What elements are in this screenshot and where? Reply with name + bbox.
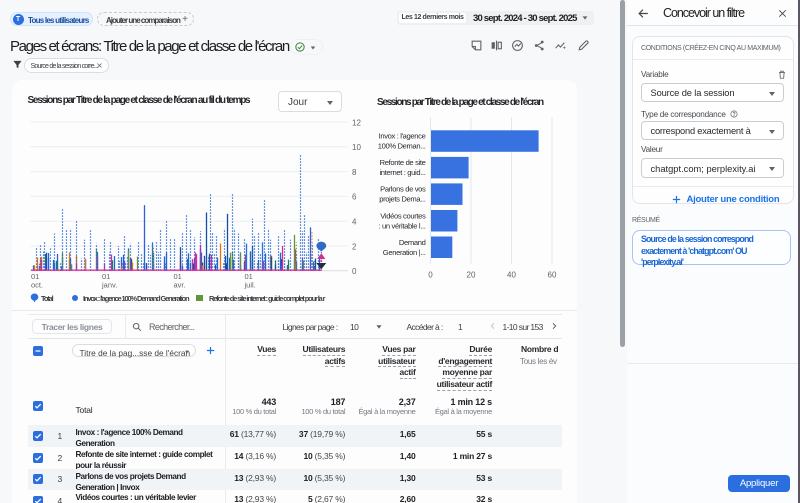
svg-text:12: 12	[352, 118, 361, 127]
svg-text:internet : guid...: internet : guid...	[379, 168, 425, 177]
svg-text:60: 60	[548, 271, 557, 280]
svg-text:10: 10	[352, 143, 361, 152]
svg-text:0: 0	[428, 271, 433, 280]
svg-text:Vidéos courtes: Vidéos courtes	[380, 211, 426, 220]
svg-text:100% Deman...: 100% Deman...	[378, 142, 426, 151]
svg-text:Parlons de vos: Parlons de vos	[380, 185, 426, 194]
svg-text:40: 40	[507, 271, 516, 280]
svg-text:01: 01	[245, 272, 253, 281]
svg-text:8: 8	[352, 168, 357, 177]
svg-text:oct.: oct.	[31, 280, 43, 289]
svg-text:01: 01	[102, 272, 110, 281]
svg-text:6: 6	[352, 193, 357, 202]
svg-text:Generation |...: Generation |...	[383, 248, 426, 257]
svg-text:avr.: avr.	[174, 280, 186, 289]
svg-text:Refonte de site: Refonte de site	[380, 158, 426, 167]
svg-text:2: 2	[352, 242, 357, 251]
svg-text:01: 01	[31, 272, 39, 281]
svg-text:juil.: juil.	[244, 280, 256, 289]
svg-text:janv.: janv.	[101, 280, 117, 289]
svg-text:20: 20	[467, 271, 476, 280]
svg-text:projets Dema...: projets Dema...	[379, 195, 425, 204]
svg-text:Demand: Demand	[399, 238, 426, 247]
svg-text:Invox : l'agence: Invox : l'agence	[379, 132, 426, 141]
svg-text:: un véritable l...: : un véritable l...	[379, 221, 426, 230]
svg-text:01: 01	[174, 272, 182, 281]
svg-text:4: 4	[352, 218, 357, 227]
svg-text:0: 0	[352, 267, 357, 276]
